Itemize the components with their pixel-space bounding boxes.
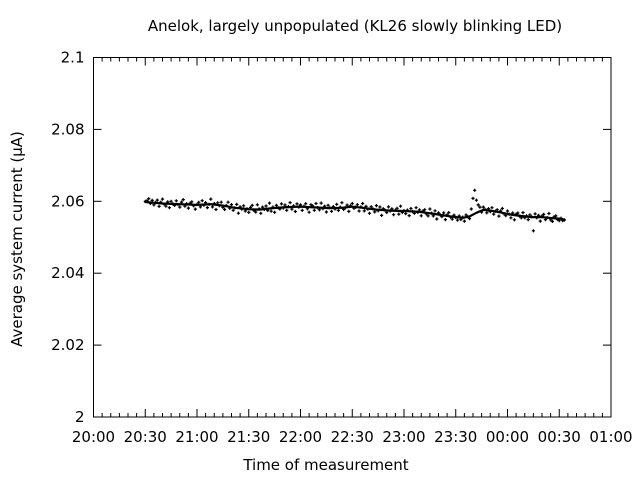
x-tick-label: 20:30 [124, 428, 167, 446]
x-tick-label: 22:30 [331, 428, 374, 446]
x-tick-label: 23:30 [434, 428, 477, 446]
chart-title: Anelok, largely unpopulated (KL26 slowly… [147, 17, 563, 35]
x-tick-label: 00:30 [538, 428, 581, 446]
y-tick-label: 2.06 [51, 192, 84, 210]
plot-border [93, 57, 612, 418]
x-tick-label: 20:00 [72, 428, 115, 446]
y-axis: 2 2.02 2.04 2.06 2.08 2.1 [51, 49, 611, 426]
y-tick-label: 2.08 [51, 120, 84, 138]
y-tick-label: 2.1 [61, 49, 85, 67]
scatter-points-series [143, 188, 566, 233]
x-axis: 20:00 20:30 21:00 21:30 22:00 22:30 23:00 23:30… [72, 57, 633, 446]
y-tick-label: 2.02 [51, 336, 84, 354]
x-tick-label: 21:00 [175, 428, 218, 446]
trend-line-series [144, 200, 566, 221]
x-tick-label: 21:30 [227, 428, 270, 446]
x-tick-label: 22:00 [279, 428, 322, 446]
y-tick-label: 2.04 [51, 264, 84, 282]
x-tick-label: 01:00 [589, 428, 632, 446]
y-tick-label: 2 [75, 408, 85, 426]
y-axis-title: Average system current (µA) [8, 131, 26, 347]
x-tick-label: 00:00 [486, 428, 529, 446]
x-tick-label: 23:00 [382, 428, 425, 446]
x-axis-title: Time of measurement [243, 456, 409, 474]
